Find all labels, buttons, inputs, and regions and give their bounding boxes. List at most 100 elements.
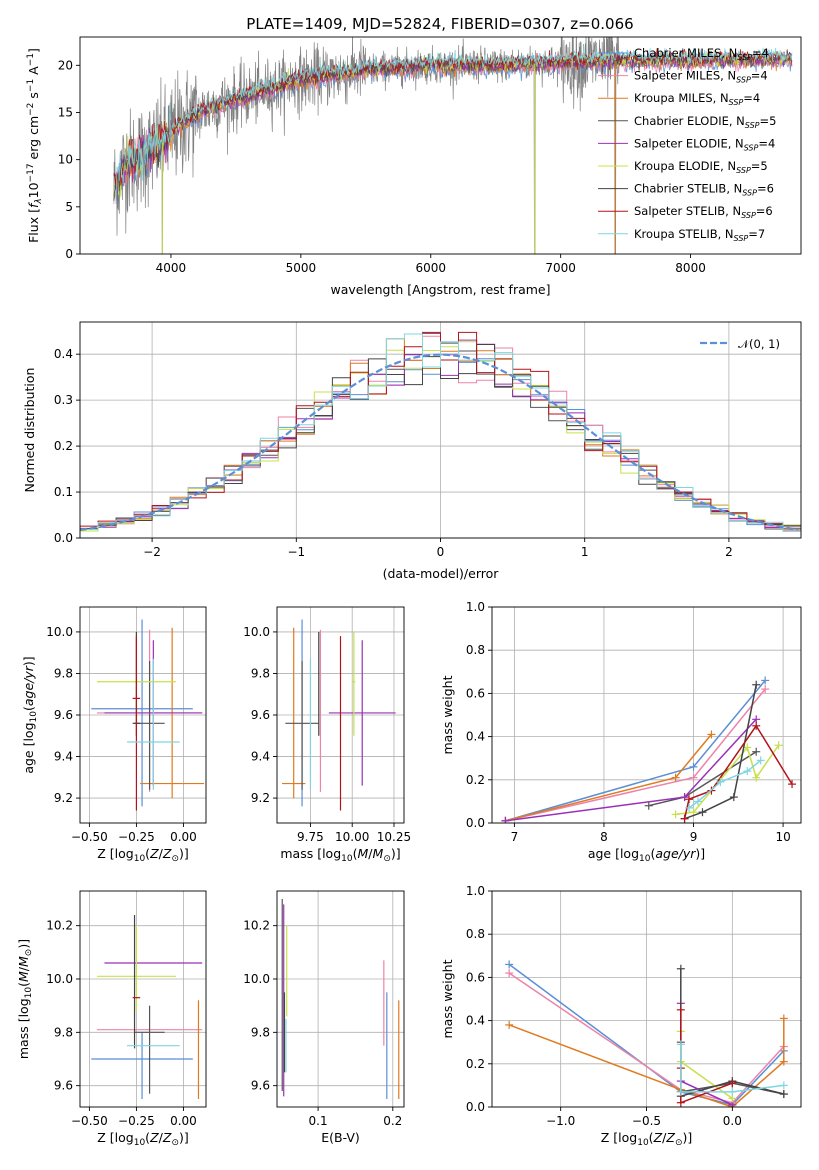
observed-spectrum-line [113,37,620,254]
plot-area [501,676,797,823]
spectrum-panel: Chabrier MILES, NSSP=4 Salpeter MILES, NS… [26,36,802,297]
error-bar-point [127,658,180,790]
x-tick-label: −1 [287,545,305,559]
x-tick-label: 10.00 [335,830,369,844]
y-tick-label: 20 [58,58,73,72]
legend-entry: Salpeter STELIB, NSSP=6 [634,204,773,220]
y-tick-label: 0.8 [466,643,485,657]
y-tick-label: 10.2 [243,919,270,933]
y-tick-label: 9.6 [251,1079,270,1093]
y-tick-label: 9.8 [251,666,270,680]
weight-marker [501,816,510,823]
weight-series [501,730,716,823]
y-tick-label: 10.0 [46,972,73,986]
weight-marker [716,777,725,786]
weight-line [508,1018,785,1107]
x-axis-label: (data-model)/error [383,566,500,581]
x-tick-label: 10 [775,830,790,844]
weight-line [505,718,757,822]
x-tick-label: 0.00 [170,830,197,844]
weight-marker [779,1081,788,1090]
plot-area [91,915,203,1099]
error-bar-point [134,1005,165,1094]
x-axis-label: age [log10(age/yr)] [588,846,705,864]
plot-area [281,899,400,1099]
y-tick-label: 9.4 [54,750,73,764]
weight-marker [505,1020,514,1029]
weight-marker [698,808,707,817]
y-tick-label: 0.3 [54,393,73,407]
y-tick-label: 0.8 [466,927,485,941]
weight-marker [774,741,783,750]
x-tick-label: 0 [437,545,445,559]
x-tick-label: −2 [143,545,161,559]
weight-marker [788,780,797,789]
x-tick-label: −0.25 [118,830,155,844]
y-tick-label: 9.6 [54,708,73,722]
x-tick-label: 9.75 [297,830,324,844]
mass-vs-metallicity-panel: −0.50 −0.25 0.00 9.6 9.8 10.0 10.2 Z [log10(Z/Z… [16,890,207,1148]
figure-title: PLATE=1409, MJD=52824, FIBERID=0307, z=0… [246,15,633,33]
plot-area [80,331,801,536]
y-tick-label: 9.2 [251,791,270,805]
weight-marker [707,730,716,739]
y-axis-label: Normed distribution [22,368,37,493]
y-tick-label: 9.6 [251,708,270,722]
residual-histogram [80,333,801,536]
weight-line [505,679,766,822]
weight-series [501,715,761,823]
y-tick-label: 0.4 [466,1014,485,1028]
legend-entry: 𝒩(0, 1) [738,337,780,351]
weight-line [508,972,785,1104]
x-tick-label: 9 [690,830,698,844]
x-tick-label: −0.50 [71,1114,108,1128]
x-tick-label: 1 [581,545,589,559]
weight-marker [752,773,761,782]
x-tick-label: 6000 [415,261,446,275]
y-tick-label: 10.2 [46,919,73,933]
y-tick-label: 1.0 [466,600,485,614]
y-tick-label: 9.8 [54,1025,73,1039]
axes-frame [491,606,802,824]
y-tick-label: 0.0 [466,1100,485,1114]
y-tick-label: 9.8 [54,666,73,680]
y-tick-label: 0.6 [466,686,485,700]
error-bar-point [132,636,141,811]
y-tick-label: 0.4 [54,347,73,361]
weight-marker [685,795,694,804]
weight-marker [505,969,514,978]
y-axis-label: mass weight [440,959,455,1038]
weight-marker [752,721,761,730]
weight-marker [694,797,702,806]
age-vs-mass-panel: 9.75 10.00 10.25 9.2 9.4 9.6 9.8 10.0 mass [log1… [243,606,411,864]
x-axis-label: Z [log10(Z/Z⊙)] [97,1130,189,1148]
y-tick-label: 0.2 [466,1057,485,1071]
legend-entry: Chabrier STELIB, NSSP=6 [634,182,774,198]
weight-vs-metallicity-panel: −1.0 −0.5 0.0 0.0 0.2 0.4 0.6 0.8 1.0 Z [log10(Z/… [440,884,802,1148]
weight-marker [644,801,653,810]
weight-marker [676,1087,685,1096]
y-tick-label: 0.6 [466,970,485,984]
y-tick-label: 10.0 [243,972,270,986]
weight-marker [676,964,685,973]
weight-marker [743,743,752,752]
normal-curve [80,353,799,531]
weight-marker [756,756,765,765]
x-tick-label: 0.2 [383,1114,402,1128]
plot-area [113,37,793,254]
y-tick-label: 0.4 [466,730,485,744]
y-tick-label: 0.0 [466,816,485,830]
x-tick-label: 7000 [545,261,576,275]
y-tick-label: 15 [58,105,73,119]
weight-marker [761,676,770,685]
legend-entry: Salpeter ELODIE, NSSP=4 [634,136,775,152]
weight-marker [689,762,698,771]
y-tick-label: 9.2 [54,791,73,805]
x-tick-label: 8 [600,830,608,844]
x-axis-label: E(B-V) [321,1130,360,1145]
y-tick-label: 9.6 [54,1079,73,1093]
weight-marker [743,767,752,776]
x-axis-label: wavelength [Angstrom, rest frame] [330,282,550,297]
legend-entry: Salpeter MILES, NSSP=4 [634,69,768,85]
plot-area [505,960,788,1107]
